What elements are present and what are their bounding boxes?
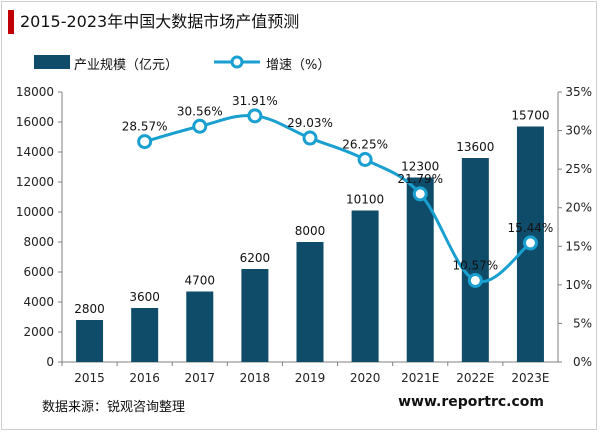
y-left-tick-label: 18000	[16, 85, 54, 99]
bar-2018	[241, 269, 269, 362]
x-tick-label: 2023E	[511, 371, 549, 385]
y-left-tick-label: 10000	[16, 205, 54, 219]
growth-label: 31.91%	[232, 94, 278, 108]
x-tick-label: 2019	[295, 371, 326, 385]
y-right-tick-label: 35%	[565, 85, 592, 99]
x-tick-label: 2021E	[401, 371, 439, 385]
y-right-tick-label: 10%	[565, 278, 592, 292]
y-right-tick-label: 25%	[565, 162, 592, 176]
x-tick-label: 2015	[74, 371, 105, 385]
bar-label: 8000	[295, 224, 326, 238]
y-left-tick-label: 4000	[23, 295, 54, 309]
growth-point-2021E	[412, 186, 428, 202]
growth-point-2016	[137, 134, 153, 150]
legend-line-swatch	[214, 55, 260, 69]
page-title: 2015-2023年中国大数据市场产值预测	[20, 12, 300, 31]
bar-label: 10100	[346, 193, 384, 207]
bar-label: 13600	[456, 140, 494, 154]
y-left-tick-label: 8000	[23, 235, 54, 249]
x-tick-label: 2018	[240, 371, 271, 385]
bar-2017	[186, 291, 214, 362]
growth-label: 29.03%	[287, 116, 333, 130]
y-right-tick-label: 0%	[573, 355, 592, 369]
bar-2019	[296, 242, 324, 362]
growth-point-2020	[357, 152, 373, 167]
y-right-tick-label: 20%	[565, 201, 592, 215]
y-left-tick-label: 0	[46, 355, 54, 369]
bar-label: 12300	[401, 160, 439, 174]
x-tick-label: 2016	[129, 371, 160, 385]
y-left-tick-label: 16000	[16, 115, 54, 129]
growth-label: 15.44%	[508, 221, 554, 235]
y-right-tick-label: 5%	[573, 316, 592, 330]
bar-2022E	[461, 158, 489, 362]
legend-bar-swatch	[34, 55, 70, 69]
y-left-tick-label: 2000	[23, 325, 54, 339]
growth-label: 28.57%	[122, 120, 168, 134]
growth-point-2022E	[467, 272, 483, 288]
growth-point-2018	[247, 108, 263, 124]
x-tick-label: 2017	[185, 371, 216, 385]
growth-point-2017	[192, 118, 208, 134]
bar-2020	[351, 210, 379, 362]
growth-point-2019	[302, 130, 318, 146]
data-source: 数据来源：锐观咨询整理	[42, 400, 186, 415]
y-right-tick-label: 15%	[565, 239, 592, 253]
growth-label: 10.57%	[452, 258, 498, 272]
bar-label: 2800	[74, 302, 105, 316]
website-url: www.reportrc.com	[398, 394, 544, 410]
bar-2016	[131, 308, 159, 362]
bar-2015	[76, 320, 104, 362]
legend: 产业规模（亿元） 增速（%）	[0, 53, 600, 73]
legend-bar-label: 产业规模（亿元）	[74, 58, 179, 73]
y-left-tick-label: 12000	[16, 175, 54, 189]
growth-label: 26.25%	[342, 138, 388, 152]
title-accent-bar	[8, 10, 14, 34]
growth-label: 30.56%	[177, 104, 223, 118]
growth-point-2023E	[522, 235, 538, 251]
growth-label: 21.79%	[397, 172, 443, 186]
y-right-tick-label: 30%	[565, 124, 592, 138]
bar-label: 6200	[240, 251, 271, 265]
bar-label: 3600	[129, 290, 160, 304]
y-left-tick-label: 6000	[23, 265, 54, 279]
y-left-tick-label: 14000	[16, 145, 54, 159]
legend-line-label: 增速（%）	[266, 58, 331, 73]
bar-label: 4700	[185, 274, 216, 288]
bar-label: 15700	[511, 109, 549, 123]
x-tick-label: 2022E	[456, 371, 494, 385]
x-tick-label: 2020	[350, 371, 381, 385]
